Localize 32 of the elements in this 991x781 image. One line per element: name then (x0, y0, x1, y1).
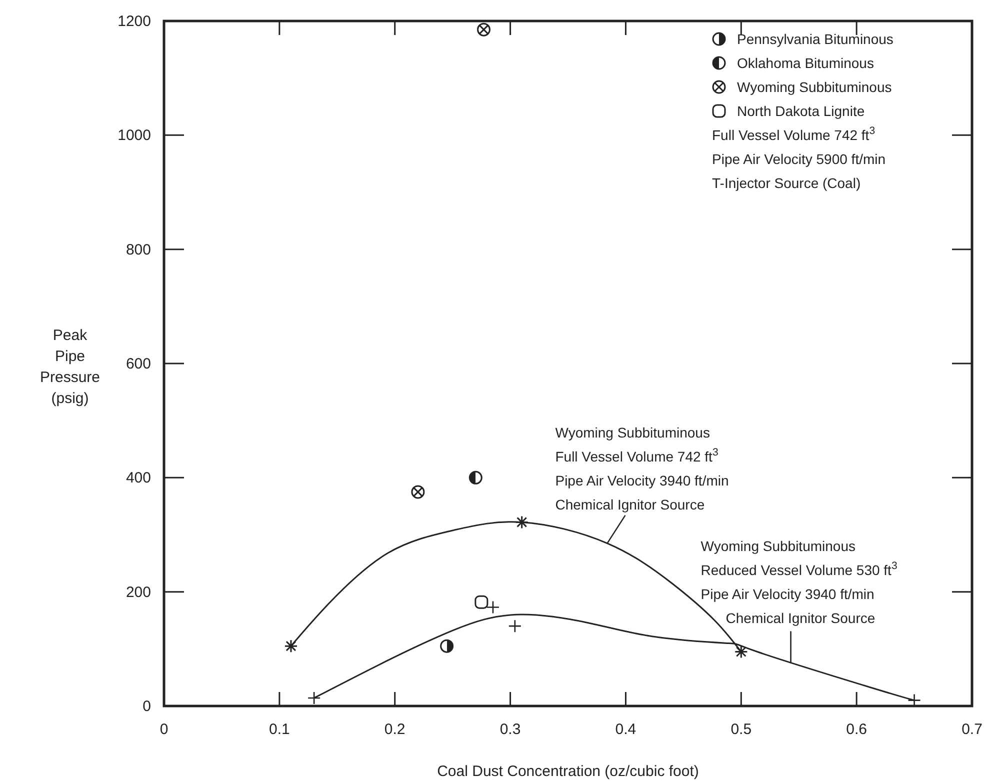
y-tick-label: 600 (126, 356, 151, 372)
annotation: Chemical Ignitor Source (726, 610, 876, 626)
annotation: Reduced Vessel Volume 530 ft$^{3}$ (700, 560, 898, 578)
legend-label: Oklahoma Bituminous (737, 55, 874, 71)
annotation: Wyoming Subbituminous (555, 424, 710, 440)
annotation: Wyoming Subbituminous (700, 538, 856, 554)
x-tick-label: 0.7 (962, 721, 982, 738)
x-tick-label: 0.6 (846, 721, 867, 738)
annotation: Full Vessel Volume 742 ft$^{3}$ (712, 125, 876, 143)
y-axis-title: Peak Pipe Pressure (psig) (40, 327, 100, 407)
annotation: Pipe Air Velocity 5900 ft/min (712, 151, 886, 167)
y-tick-label: 200 (126, 584, 151, 601)
y-tick-label: 1000 (118, 127, 151, 144)
x-tick-label: 0 (160, 721, 168, 738)
annotation: Chemical Ignitor Source (555, 496, 705, 512)
x-axis-title: Coal Dust Concentration (oz/cubic foot) (437, 763, 699, 780)
x-tick-label: 0.3 (500, 721, 521, 738)
x-tick-label: 0.2 (384, 721, 406, 738)
legend-label: Pennsylvania Bituminous (737, 31, 894, 47)
x-tick-label: 0.5 (730, 721, 752, 738)
legend-label: Wyoming Subbituminous (737, 79, 892, 95)
y-tick-label: 400 (126, 470, 151, 487)
legend-label: North Dakota Lignite (737, 103, 865, 119)
y-tick-label: 1200 (118, 13, 151, 30)
y-tick-label: 0 (142, 698, 151, 715)
x-tick-label: 0.1 (269, 721, 290, 738)
annotation: Full Vessel Volume 742 ft$^{3}$ (555, 446, 718, 464)
annotation: Pipe Air Velocity 3940 ft/min (555, 472, 729, 488)
x-tick-label: 0.4 (615, 721, 636, 738)
annotation: Pipe Air Velocity 3940 ft/min (700, 586, 874, 602)
annotation: T-Injector Source (Coal) (712, 175, 861, 191)
y-tick-label: 800 (126, 241, 151, 258)
